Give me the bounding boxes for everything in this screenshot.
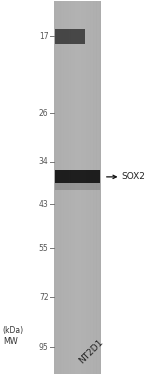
Bar: [73, 2, 74, 374]
Bar: [69, 2, 70, 374]
Bar: [56, 2, 57, 374]
Bar: [100, 2, 101, 374]
Bar: [92, 2, 93, 374]
Bar: [54, 2, 55, 374]
Bar: [79, 2, 80, 374]
Bar: [74, 2, 75, 374]
Bar: [60, 2, 61, 374]
Bar: [88, 2, 89, 374]
Bar: [100, 2, 101, 374]
Text: NT2D1: NT2D1: [78, 338, 105, 365]
Bar: [91, 2, 92, 374]
Text: 17: 17: [39, 32, 48, 41]
Bar: [60, 2, 61, 374]
Bar: [84, 2, 85, 374]
Bar: [70, 2, 71, 374]
Bar: [94, 2, 95, 374]
Bar: [87, 2, 88, 374]
Bar: [86, 2, 87, 374]
Bar: [59, 2, 60, 374]
Bar: [97, 2, 98, 374]
Bar: [65, 2, 66, 374]
Bar: [83, 2, 84, 374]
Bar: [54, 2, 101, 374]
Bar: [81, 2, 82, 374]
Bar: [79, 2, 80, 374]
Bar: [85, 2, 86, 374]
Text: 26: 26: [39, 109, 48, 118]
Bar: [63, 2, 64, 374]
Bar: [80, 2, 81, 374]
Bar: [93, 2, 94, 374]
Text: 43: 43: [39, 200, 48, 208]
Bar: [93, 2, 94, 374]
Bar: [90, 2, 91, 374]
Bar: [82, 2, 83, 374]
Bar: [55, 183, 100, 190]
Bar: [75, 2, 76, 374]
Bar: [78, 2, 79, 374]
Bar: [66, 2, 67, 374]
Bar: [62, 2, 63, 374]
Bar: [71, 2, 72, 374]
Bar: [96, 2, 97, 374]
Bar: [89, 2, 90, 374]
Bar: [86, 2, 87, 374]
Text: 34: 34: [39, 157, 48, 166]
Bar: [64, 2, 65, 374]
Bar: [63, 2, 64, 374]
Bar: [58, 2, 59, 374]
Bar: [76, 2, 77, 374]
Bar: [98, 2, 99, 374]
Text: (kDa): (kDa): [3, 326, 24, 335]
Bar: [77, 2, 78, 374]
Text: SOX2: SOX2: [122, 172, 146, 182]
Bar: [55, 2, 56, 374]
Bar: [57, 2, 58, 374]
Bar: [67, 2, 68, 374]
Bar: [72, 2, 73, 374]
Bar: [90, 2, 91, 374]
Text: MW: MW: [3, 338, 18, 346]
Bar: [95, 2, 96, 374]
Bar: [55, 170, 100, 183]
Bar: [83, 2, 84, 374]
Bar: [99, 2, 100, 374]
Text: 72: 72: [39, 292, 48, 302]
Text: 95: 95: [39, 343, 48, 352]
Bar: [68, 2, 69, 374]
Bar: [55, 29, 85, 44]
Bar: [61, 2, 62, 374]
Text: 55: 55: [39, 244, 48, 253]
Bar: [70, 2, 71, 374]
Bar: [56, 2, 57, 374]
